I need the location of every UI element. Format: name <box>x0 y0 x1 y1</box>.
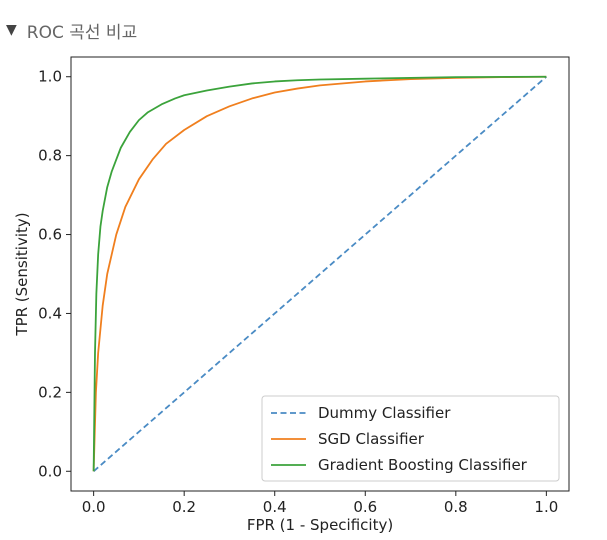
y-axis-label: TPR (Sensitivity) <box>13 212 31 336</box>
series-line-1 <box>92 75 547 472</box>
x-tick-label: 1.0 <box>534 498 558 516</box>
axes-layer: 0.0 0.2 0.4 0.6 0.8 1.0 0.0 0.2 0.4 0.6 0.8 1.0 <box>38 56 570 516</box>
x-tick-label: 0.4 <box>263 498 287 516</box>
x-tick-label: 0.0 <box>82 498 106 516</box>
y-tick-label: 0.6 <box>38 226 62 244</box>
plot-frame <box>70 56 570 492</box>
series-layer <box>92 75 547 472</box>
legend-label-0: Dummy Classifier <box>318 404 451 422</box>
legend-label-1: SGD Classifier <box>318 430 425 448</box>
y-tick-label: 0.8 <box>38 147 62 165</box>
x-tick-label: 0.2 <box>172 498 196 516</box>
legend-label-2: Gradient Boosting Classifier <box>318 456 528 474</box>
legend: Dummy Classifier SGD Classifier Gradient B… <box>261 395 560 482</box>
y-tick-label: 1.0 <box>38 68 62 86</box>
series-line-2 <box>92 75 547 472</box>
y-tick-label: 0.2 <box>38 383 62 401</box>
collapse-toggle-icon[interactable]: ▼ <box>6 22 17 38</box>
section-header[interactable]: ▼ ROC 곡선 비교 <box>6 16 137 44</box>
y-tick-label: 0.0 <box>38 462 62 480</box>
y-tick-label: 0.4 <box>38 304 62 322</box>
x-axis-label: FPR (1 - Specificity) <box>247 516 393 534</box>
x-tick-label: 0.8 <box>444 498 468 516</box>
series-line-0 <box>93 76 547 472</box>
section-title: ROC 곡선 비교 <box>26 22 138 43</box>
x-tick-label: 0.6 <box>353 498 377 516</box>
legend-box <box>261 395 560 482</box>
